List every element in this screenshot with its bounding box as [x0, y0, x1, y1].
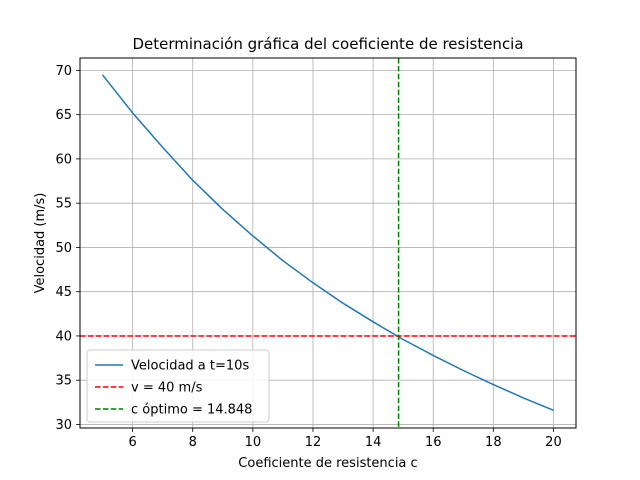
legend: Velocidad a t=10s v = 40 m/s c óptimo = 14…	[86, 349, 270, 423]
y-tick-label: 65	[55, 108, 72, 123]
x-tick-label: 20	[545, 435, 562, 450]
x-ticks: 6 8 10 12 14 16 18 20	[128, 428, 562, 450]
plot-frame	[79, 57, 577, 429]
y-tick-label: 35	[55, 374, 72, 389]
series-layer	[80, 58, 576, 428]
y-axis-label: Velocidad (m/s)	[33, 193, 48, 294]
x-tick-label: 12	[305, 435, 322, 450]
legend-label: Velocidad a t=10s	[131, 359, 249, 374]
y-tick-label: 50	[55, 241, 72, 256]
legend-label: c óptimo = 14.848	[131, 403, 252, 418]
legend-box	[86, 349, 270, 423]
x-tick-label: 10	[245, 435, 262, 450]
series-line	[101, 74, 554, 411]
y-tick-label: 70	[55, 64, 72, 79]
y-tick-label: 45	[55, 285, 72, 300]
y-tick-label: 55	[55, 197, 72, 212]
y-tick-label: 30	[55, 418, 72, 433]
x-tick-label: 18	[485, 435, 502, 450]
x-tick-label: 16	[425, 435, 442, 450]
x-tick-label: 14	[365, 435, 382, 450]
legend-label: v = 40 m/s	[131, 381, 203, 396]
x-tick-label: 8	[189, 435, 197, 450]
y-tick-label: 40	[55, 329, 72, 344]
y-ticks: 30 35 40 45 50 55 60 65 70	[55, 64, 80, 433]
x-axis-label: Coeficiente de resistencia c	[238, 456, 417, 471]
x-tick-label: 6	[128, 435, 136, 450]
chart-title: Determinación gráfica del coeficiente de…	[132, 35, 523, 53]
y-tick-label: 60	[55, 152, 72, 167]
